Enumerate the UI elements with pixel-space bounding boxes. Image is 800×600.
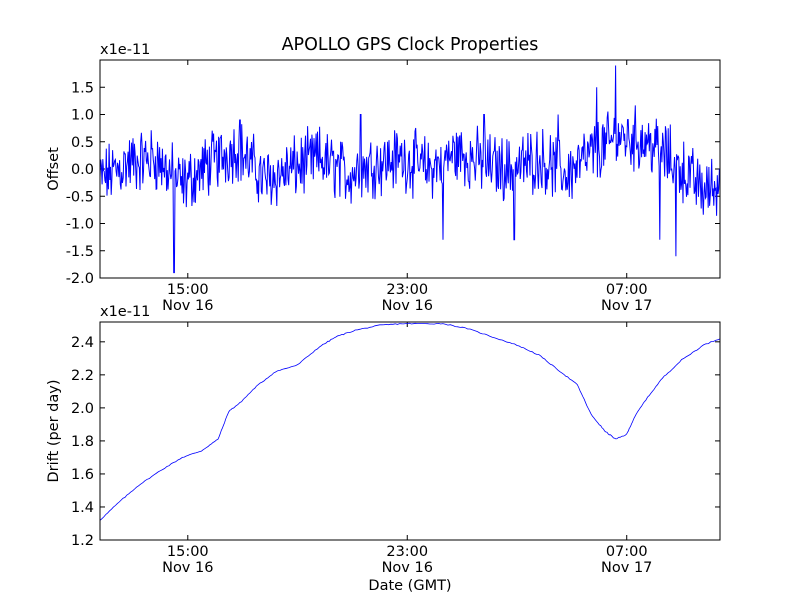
offset-ytick-label: 0.0 (71, 162, 94, 178)
offset-axes-frame (99, 59, 721, 279)
offset-ytick-label: -2.0 (66, 271, 94, 287)
drift-xtick-time: 23:00 (386, 544, 428, 560)
offset-ytick-label: 1.5 (71, 80, 94, 96)
offset-xtick-time: 23:00 (386, 282, 428, 298)
offset-ytick-label: -1.5 (66, 244, 94, 260)
drift-ytick-label: 1.2 (71, 533, 94, 549)
drift-ytick-label: 2.2 (71, 368, 94, 384)
drift-axes-frame (99, 321, 721, 541)
offset-ytick-label: 1.0 (71, 108, 94, 124)
drift-xtick-date: Nov 17 (601, 560, 652, 576)
drift-xtick-date: Nov 16 (162, 560, 213, 576)
offset-xtick-time: 07:00 (606, 282, 648, 298)
offset-series-line (100, 65, 720, 274)
drift-ytick-label: 1.8 (71, 434, 94, 450)
drift-xtick-time: 07:00 (606, 544, 648, 560)
drift-series-line (100, 322, 720, 521)
offset-ylabel: Offset (46, 147, 62, 191)
drift-xlabel: Date (GMT) (368, 578, 451, 594)
offset-ytick-label: 0.5 (71, 135, 94, 151)
drift-xtick-date: Nov 16 (382, 560, 433, 576)
offset-xtick-time: 15:00 (167, 282, 209, 298)
drift-ytick-label: 2.4 (71, 335, 94, 351)
offset-xtick-date: Nov 17 (601, 298, 652, 314)
drift-ytick-label: 1.6 (71, 467, 94, 483)
drift-ytick-label: 1.4 (71, 500, 94, 516)
offset-ytick-label: -0.5 (66, 189, 94, 205)
chart-title: APOLLO GPS Clock Properties (282, 35, 539, 55)
offset-ytick-label: -1.0 (66, 217, 94, 233)
offset-xtick-date: Nov 16 (162, 298, 213, 314)
drift-ylabel: Drift (per day) (46, 380, 62, 483)
offset-xtick-date: Nov 16 (382, 298, 433, 314)
drift-xtick-time: 15:00 (167, 544, 209, 560)
drift-ytick-label: 2.0 (71, 401, 94, 417)
offset-scale-label: x1e-11 (100, 42, 150, 58)
drift-scale-label: x1e-11 (100, 304, 150, 320)
